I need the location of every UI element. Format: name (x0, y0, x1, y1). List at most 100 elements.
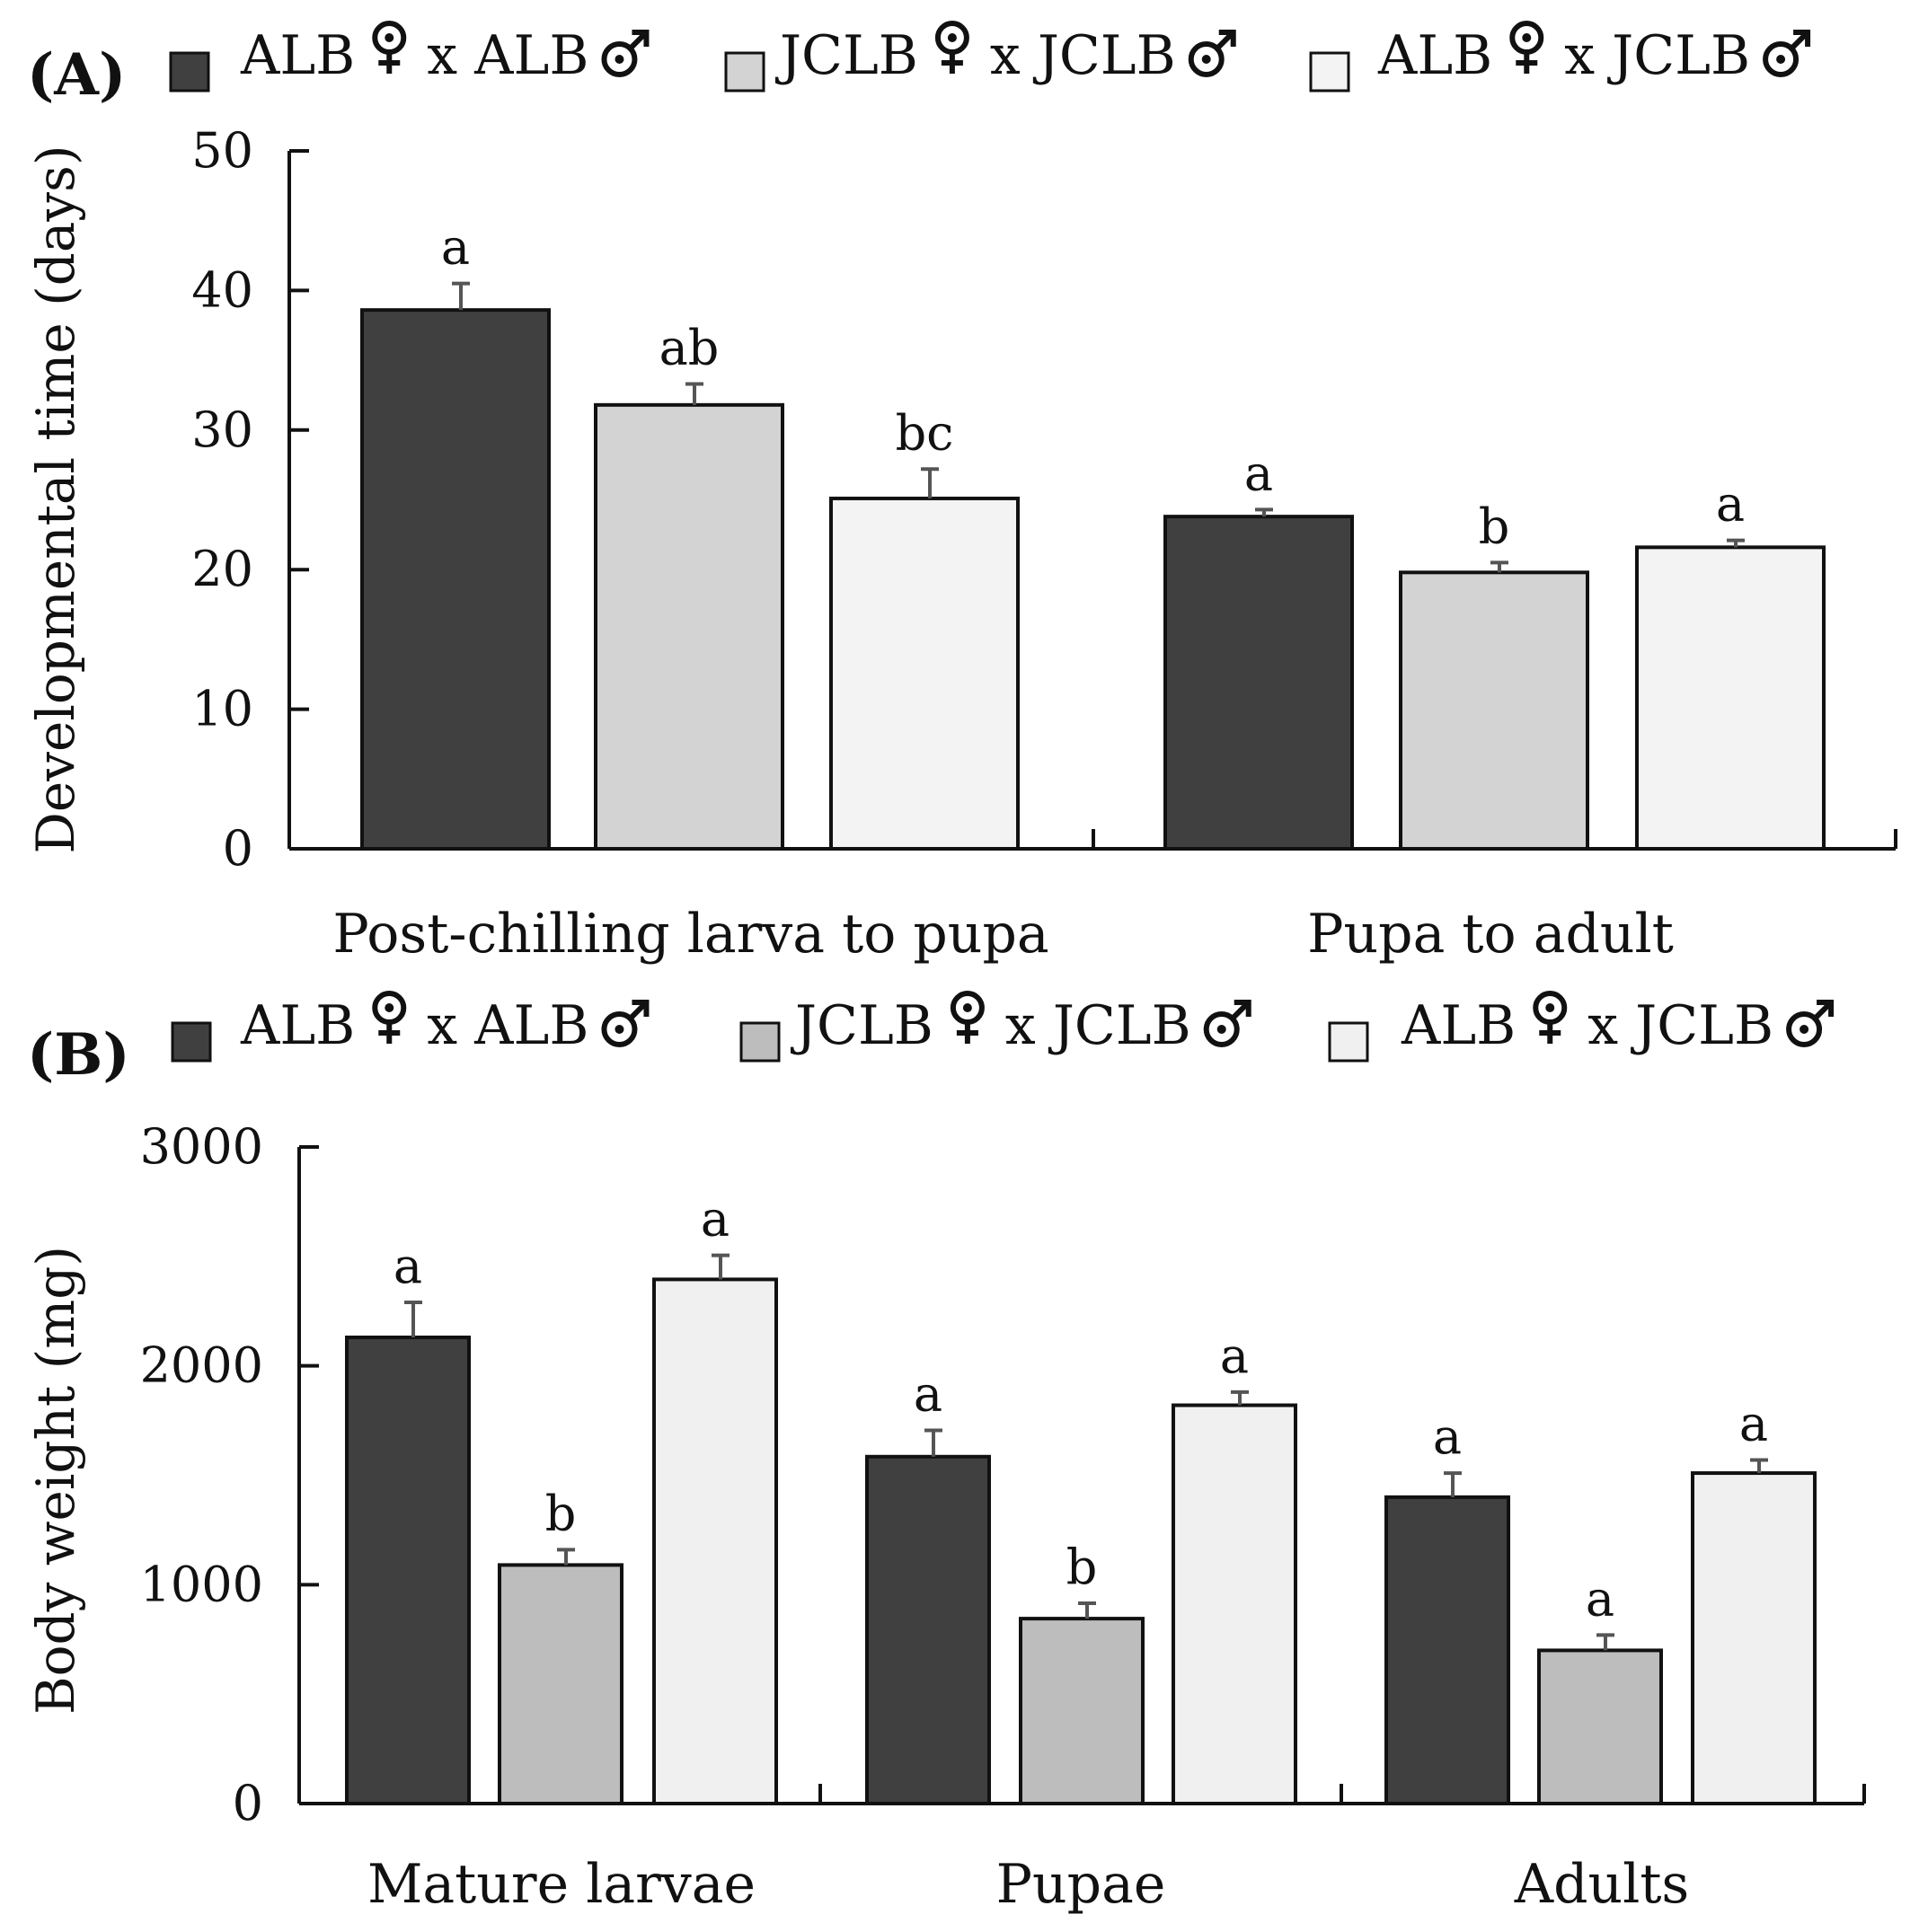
panel-a-bar-2-1-letter: a (1244, 445, 1273, 501)
panel-a-legend-female-icon-3-dot (1522, 33, 1532, 42)
panel-b-bar-2-1 (865, 1454, 991, 1805)
panel-a-category-label-2: Pupa to adult (1307, 903, 1674, 966)
panel-b-bar-1-1 (345, 1335, 471, 1805)
panel-a-y-tick-label-40: 40 (191, 261, 253, 318)
panel-b-bar-2-3-letter: a (1220, 1328, 1249, 1384)
panel-b-y-axis-label: Body weight (mg) (25, 1246, 86, 1715)
panel-b-legend-male-icon-2-ring (1203, 1011, 1240, 1047)
panel-a-legend-male-icon-2-ring (1188, 41, 1225, 77)
panel-b-legend-swatch-3 (1328, 1021, 1369, 1063)
panel-a-legend-item-2: JCLB x JCLB (724, 21, 1236, 93)
panel-b-legend-male-icon-3-shaft (1812, 1001, 1832, 1021)
panel-a-legend-swatch-1 (169, 51, 210, 93)
panel-a-legend-label-2-1: JCLB (774, 24, 918, 87)
panel-b-legend-male-icon-3-head (1817, 1000, 1835, 1017)
panel-b-legend-male-icon-1-ring (601, 1011, 638, 1047)
panel-b-category-label-2: Pupae (996, 1853, 1166, 1916)
panel-b-legend-male-icon-3 (1786, 1000, 1835, 1047)
panel-a-legend-male-icon-3-ring (1763, 41, 1800, 77)
panel-b-bar-1-3-letter: a (701, 1191, 730, 1248)
panel-a-legend-male-icon-1 (601, 30, 650, 77)
panel-a-bar-1-3 (829, 496, 1020, 851)
panel-b-bar-2-2 (1019, 1617, 1145, 1806)
panel-b-legend-female-icon-1-dot (385, 1003, 394, 1012)
panel-b-bar-3-1 (1384, 1495, 1510, 1806)
panel-b-legend-male-icon-2 (1203, 1000, 1251, 1047)
panel-a-legend-female-icon-2 (934, 21, 969, 74)
panel-a-legend-male-icon-3-shaft (1789, 31, 1808, 51)
panel-a-legend-male-icon-3 (1763, 30, 1811, 77)
panel-a-legend-male-icon-1-shaft (628, 31, 647, 51)
panel-a-bar-1-2-letter: ab (659, 320, 720, 376)
panel-b-chart: (B) ALB x ALB JCLB x JCLB ALB x JCLB 0 1000 2000 3… (25, 991, 1866, 1916)
panel-a-legend-male-icon-2-head (1218, 30, 1236, 47)
panel-b-bar-3-2 (1537, 1648, 1663, 1806)
panel-b-legend-female-icon-1 (372, 991, 407, 1044)
panel-a-legend-label-1-1: ALB (240, 24, 355, 87)
panel-b-category-label-1: Mature larvae (367, 1853, 756, 1916)
panel-b-bar-3-1-letter: a (1433, 1408, 1462, 1465)
panel-b-legend-male-icon-1 (601, 1000, 650, 1047)
panel-a-bar-2-3 (1635, 545, 1826, 851)
panel-b-bar-3-3 (1691, 1471, 1817, 1806)
panel-b-bar-3-3-letter: a (1739, 1395, 1768, 1451)
panel-a-legend-female-icon-3 (1509, 21, 1544, 74)
panel-b-bar-3-2-letter: a (1586, 1570, 1614, 1627)
panel-a-legend-male-icon-2-dot (1201, 55, 1211, 64)
panel-a-category-label-1: Post-chilling larva to pupa (332, 903, 1048, 966)
panel-b-legend-item-3: ALB x JCLB (1328, 991, 1835, 1063)
panel-b-legend-label-2-3: x JCLB (1005, 994, 1191, 1057)
panel-b-legend-male-icon-3-dot (1800, 1025, 1809, 1034)
panel-a-legend-male-icon-1-head (632, 30, 650, 47)
panel-b-legend-item-1: ALB x ALB (171, 991, 650, 1063)
panel-a-legend-male-icon-2-shaft (1215, 31, 1234, 51)
panel-a-bar-2-2-letter: b (1479, 498, 1510, 554)
panel-b-legend-male-icon-2-shaft (1230, 1001, 1249, 1021)
panel-a-legend-label-3-1: ALB (1377, 24, 1492, 87)
panel-b-legend-label-1-3: x ALB (427, 994, 588, 1057)
panel-a-legend-item-1: ALB x ALB (169, 21, 650, 93)
panel-a-legend-swatch-3 (1309, 51, 1350, 93)
panel-a-bar-2-1 (1163, 515, 1354, 851)
panel-a-y-tick-label-0: 0 (223, 820, 253, 877)
panel-a-chart: (A) ALB x ALB JCLB x JCLB ALB x JCLB 0 10 20 30 40 5… (25, 21, 1897, 966)
panel-a-bar-1-2 (594, 402, 784, 851)
panel-b-legend-female-icon-2 (950, 991, 985, 1044)
panel-a-legend-item-3: ALB x JCLB (1309, 21, 1811, 93)
panel-b-legend-female-icon-2-dot (962, 1003, 972, 1012)
panel-a-legend-label-3-3: x JCLB (1564, 24, 1750, 87)
panel-b-legend-label-2-1: JCLB (790, 994, 933, 1057)
panel-b-bar-1-2-letter: b (545, 1485, 577, 1541)
panel-b-legend-female-icon-3-dot (1545, 1003, 1555, 1012)
panel-b-legend-male-icon-1-head (632, 1000, 650, 1017)
panel-a-bar-1-1-letter: a (441, 219, 470, 276)
panel-b-legend-swatch-1 (171, 1021, 212, 1063)
panel-a-legend-label-2-3: x JCLB (990, 24, 1176, 87)
panel-a-tag: (A) (27, 41, 126, 109)
panel-b-bar-2-2-letter: b (1066, 1539, 1098, 1595)
panel-a-legend-male-icon-3-head (1793, 30, 1811, 47)
panel-b-legend-item-2: JCLB x JCLB (739, 991, 1251, 1063)
panel-a-bar-1-3-letter: bc (896, 404, 954, 461)
panel-a-bar-2-2 (1399, 570, 1589, 851)
panel-a-legend-male-icon-1-ring (601, 41, 638, 77)
panel-a-y-axis-label: Developmental time (days) (25, 145, 86, 853)
panel-b-y-tick-label-3000: 3000 (140, 1118, 263, 1175)
panel-b-legend-label-1-1: ALB (240, 994, 355, 1057)
panel-a-bar-1-1 (360, 308, 551, 851)
panel-a-y-tick-label-50: 50 (191, 122, 253, 179)
panel-a-legend-female-icon-1-dot (385, 33, 394, 42)
panel-a-legend-female-icon-2-dot (947, 33, 957, 42)
panel-b-legend-label-3-1: ALB (1401, 994, 1516, 1057)
panel-a-bar-2-3-letter: a (1716, 476, 1745, 533)
panel-b-legend-male-icon-3-ring (1786, 1011, 1823, 1047)
panel-b-category-label-3: Adults (1514, 1853, 1689, 1916)
panel-b-bar-1-1-letter: a (394, 1238, 422, 1294)
panel-a-legend-male-icon-3-dot (1776, 55, 1786, 64)
panel-b-bar-1-3 (652, 1277, 778, 1805)
panel-b-y-tick-label-2000: 2000 (140, 1337, 263, 1394)
panel-a-legend-male-icon-1-dot (615, 55, 624, 64)
panel-a-legend-label-1-3: x ALB (427, 24, 588, 87)
panel-b-legend-swatch-2 (739, 1021, 781, 1063)
